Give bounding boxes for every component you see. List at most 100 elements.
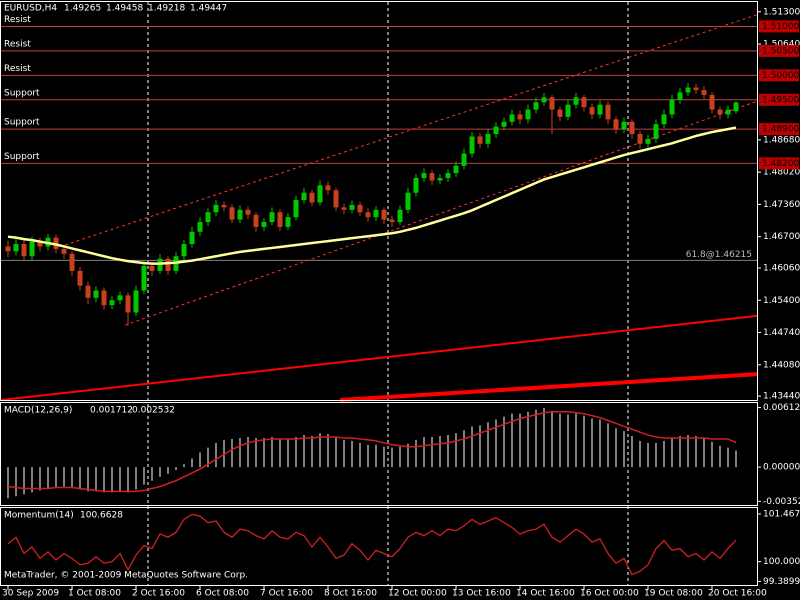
y-tick-label: 101.467 [763,509,800,519]
candle-body [189,231,195,245]
high-value: 1.49458 [106,4,143,14]
candle-body [637,134,643,144]
level-price-box [759,157,799,170]
candle-body [349,204,355,210]
candle-body [213,204,219,213]
level-price-label: 1.49500 [762,95,799,105]
candle-body [469,136,475,154]
y-tick-label: -0.00352 [763,497,800,507]
candle-body [613,119,619,130]
level-price-box [759,123,799,136]
candle-body [93,290,99,298]
macd-hist-value: 0.001712 [90,406,133,416]
candle-body [477,136,483,144]
level-price-box [759,44,799,57]
x-tick-label: 20 Oct 16:00 [708,589,767,599]
candle-body [533,102,539,110]
level-price-label: 1.48900 [762,125,799,135]
candle-body [141,266,147,291]
candle-body [453,165,459,174]
candle-body [309,192,315,203]
x-tick-label: 6 Oct 08:00 [196,589,249,599]
level-label: Resist [4,64,31,74]
y-tick-label: 1.46060 [763,263,800,273]
candle-body [653,124,659,139]
y-tick-label: 1.43440 [763,392,800,402]
level-price-label: 1.50000 [762,71,799,81]
candle-body [437,178,443,181]
fib-label: 61.8@1.46215 [686,250,752,260]
candle-body [629,121,635,135]
candle-body [293,200,299,218]
y-tick-label: 1.50640 [763,40,800,50]
momentum-value: 100.6628 [80,511,123,521]
x-tick-label: 30 Sep 2009 [2,589,59,599]
candle-body [445,173,451,179]
candle-body [677,92,683,100]
y-tick-label: 1.44740 [763,328,800,338]
candle-body [5,246,11,252]
x-tick-label: 7 Oct 16:00 [260,589,313,599]
candle-body [717,109,723,115]
level-label: Resist [4,39,31,49]
candle-body [725,109,731,115]
candle-body [277,212,283,227]
candle-body [397,209,403,223]
candle-body [149,266,155,271]
candle-body [581,97,587,108]
candle-body [29,241,35,257]
candle-body [549,97,555,110]
candle-body [669,99,675,115]
candle-body [685,87,691,93]
candle-body [525,109,531,120]
candle-body [253,214,259,227]
candle-body [381,209,387,220]
close-value: 1.49447 [190,4,227,14]
candle-body [61,248,67,254]
y-tick-label: 1.51300 [763,7,800,17]
level-label: Resist [4,15,31,25]
candle-body [589,107,595,115]
candle-body [573,97,579,105]
candle-body [661,114,667,125]
level-price-label: 1.48200 [762,159,799,169]
x-tick-label: 2 Oct 16:00 [132,589,185,599]
y-tick-label: 0.006127 [763,403,800,413]
candle-body [373,209,379,218]
candle-body [261,222,267,227]
candle-body [413,178,419,193]
x-tick-label: 13 Oct 16:00 [452,589,511,599]
x-tick-label: 16 Oct 00:00 [580,589,639,599]
candle-body [101,290,107,306]
candle-body [429,173,435,181]
candle-body [229,207,235,220]
trendline [0,314,758,401]
x-tick-label: 19 Oct 08:00 [644,589,703,599]
level-label: Support [4,152,40,162]
candle-body [69,253,75,271]
y-tick-label: 1.45400 [763,296,800,306]
candle-body [405,192,411,210]
level-price-box [759,20,799,33]
candle-body [237,209,243,220]
candle-body [389,219,395,223]
copyright: MetaTrader, © 2001-2009 MetaQuotes Softw… [4,571,248,581]
open-value: 1.49265 [64,4,101,14]
candle-body [709,94,715,110]
candle-body [301,192,307,201]
level-price-label: 1.51000 [762,22,799,32]
y-tick-label: 1.48680 [763,135,800,145]
macd-signal-value: 0.002532 [132,406,175,416]
y-tick-label: 1.46700 [763,232,800,242]
momentum-frame [0,507,758,586]
candle-body [221,204,227,208]
candle-body [181,244,187,257]
candle-body [133,290,139,313]
candle-body [501,121,507,127]
candle-body [197,222,203,232]
candle-body [693,87,699,91]
candle-body [125,295,131,313]
candle-body [37,241,43,247]
trendline [339,372,758,402]
